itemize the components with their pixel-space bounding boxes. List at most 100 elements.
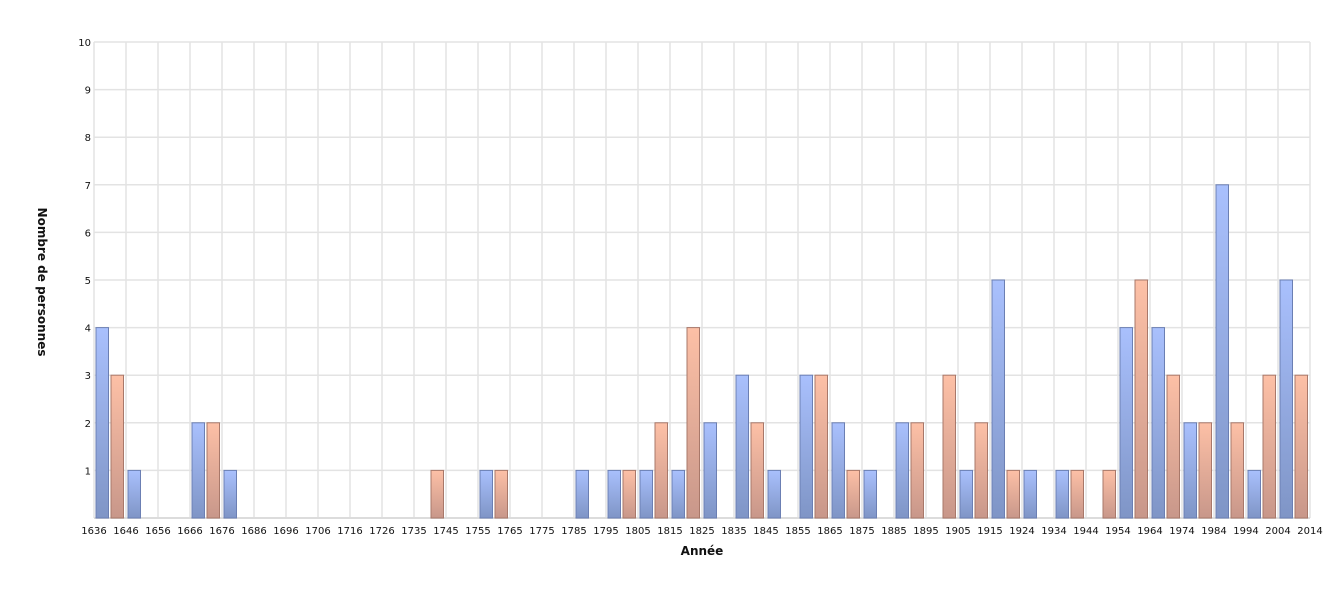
x-tick-label: 1895 xyxy=(913,526,938,537)
bar-series2-1805 xyxy=(654,422,668,519)
bar-series1-1915 xyxy=(991,279,1005,519)
bar-series1-1885 xyxy=(895,422,909,519)
x-tick-label: 1646 xyxy=(113,526,138,537)
x-tick-label: 1815 xyxy=(657,526,682,537)
x-tick-label: 1726 xyxy=(369,526,394,537)
bar-series1-1805 xyxy=(639,469,653,519)
bar-series1-1875 xyxy=(863,469,877,519)
y-tick-label: 9 xyxy=(85,86,91,97)
y-tick-label: 4 xyxy=(85,324,91,335)
bar-series2-1944 xyxy=(1102,469,1116,519)
bar-series1-1964 xyxy=(1151,327,1165,519)
x-tick-label: 1835 xyxy=(721,526,746,537)
bar-series1-1865 xyxy=(831,422,845,519)
bar-series2-1735 xyxy=(430,469,444,519)
bar-series1-1666 xyxy=(191,422,205,519)
bar-series2-1815 xyxy=(686,327,700,519)
x-tick-label: 1974 xyxy=(1169,526,1194,537)
bar-series2-1964 xyxy=(1166,374,1180,519)
x-tick-label: 1676 xyxy=(209,526,234,537)
bar-series1-1994 xyxy=(1247,469,1261,519)
bar-series1-1785 xyxy=(575,469,589,519)
x-tick-label: 1696 xyxy=(273,526,298,537)
y-axis-ticks: 1 2 3 4 5 6 7 8 9 10 xyxy=(78,38,91,477)
x-tick-label: 1775 xyxy=(529,526,554,537)
y-tick-label: 7 xyxy=(85,181,91,192)
x-tick-label: 1706 xyxy=(305,526,330,537)
x-tick-label: 1765 xyxy=(497,526,522,537)
bar-series2-1915 xyxy=(1006,469,1020,519)
bar-series1-1815 xyxy=(671,469,685,519)
y-axis-title: Nombre de personnes xyxy=(35,208,49,357)
bar-series2-1666 xyxy=(206,422,220,519)
y-tick-label: 10 xyxy=(78,38,91,49)
bar-series1-1924 xyxy=(1023,469,1037,519)
x-tick-label: 1845 xyxy=(753,526,778,537)
bar-series2-2004 xyxy=(1294,374,1308,519)
x-tick-label: 1785 xyxy=(561,526,586,537)
bar-series1-1636 xyxy=(95,327,109,519)
bar-series1-1954 xyxy=(1119,327,1133,519)
bar-series2-1865 xyxy=(846,469,860,519)
x-tick-label: 1745 xyxy=(433,526,458,537)
grid xyxy=(93,41,1311,519)
y-tick-label: 1 xyxy=(85,466,91,477)
x-tick-label: 1964 xyxy=(1137,526,1162,537)
bar-series2-1835 xyxy=(750,422,764,519)
x-tick-label: 1944 xyxy=(1073,526,1098,537)
bar-series1-1825 xyxy=(703,422,717,519)
x-axis-ticks: 1636 1646 1656 1666 1676 1686 1696 1706 1716 1726… xyxy=(81,526,1322,537)
bar-series2-1905 xyxy=(974,422,988,519)
bar-series2-1994 xyxy=(1262,374,1276,519)
x-axis-title: Année xyxy=(681,544,724,558)
bar-series1-1984 xyxy=(1215,184,1229,519)
bar-series2-1855 xyxy=(814,374,828,519)
x-tick-label: 1984 xyxy=(1201,526,1226,537)
y-tick-label: 8 xyxy=(85,133,91,144)
x-tick-label: 1735 xyxy=(401,526,426,537)
x-tick-label: 1885 xyxy=(881,526,906,537)
y-tick-label: 3 xyxy=(85,371,91,382)
bar-series1-1934 xyxy=(1055,469,1069,519)
bar-series2-1934 xyxy=(1070,469,1084,519)
x-tick-label: 1905 xyxy=(945,526,970,537)
x-tick-label: 1865 xyxy=(817,526,842,537)
x-tick-label: 1636 xyxy=(81,526,106,537)
y-tick-label: 6 xyxy=(85,228,91,239)
bars xyxy=(95,184,1308,519)
bar-series1-1845 xyxy=(767,469,781,519)
bar-series1-2004 xyxy=(1279,279,1293,519)
bar-series1-1646 xyxy=(127,469,141,519)
bar-series1-1974 xyxy=(1183,422,1197,519)
bar-series1-1795 xyxy=(607,469,621,519)
bar-series1-1676 xyxy=(223,469,237,519)
x-tick-label: 1994 xyxy=(1233,526,1258,537)
bar-series1-1835 xyxy=(735,374,749,519)
x-tick-label: 1716 xyxy=(337,526,362,537)
bar-series2-1984 xyxy=(1230,422,1244,519)
x-tick-label: 1924 xyxy=(1009,526,1034,537)
bar-series1-1855 xyxy=(799,374,813,519)
bar-series2-1755 xyxy=(494,469,508,519)
bar-series1-1755 xyxy=(479,469,493,519)
x-tick-label: 1855 xyxy=(785,526,810,537)
bar-series2-1974 xyxy=(1198,422,1212,519)
x-tick-label: 1915 xyxy=(977,526,1002,537)
x-tick-label: 1875 xyxy=(849,526,874,537)
x-tick-label: 1934 xyxy=(1041,526,1066,537)
x-tick-label: 1825 xyxy=(689,526,714,537)
x-tick-label: 1805 xyxy=(625,526,650,537)
bar-series2-1885 xyxy=(910,422,924,519)
y-tick-label: 2 xyxy=(85,419,91,430)
bar-series2-1636 xyxy=(110,374,124,519)
x-tick-label: 1795 xyxy=(593,526,618,537)
bar-series2-1795 xyxy=(622,469,636,519)
x-tick-label: 1656 xyxy=(145,526,170,537)
bar-series1-1905 xyxy=(959,469,973,519)
bar-series2-1954 xyxy=(1134,279,1148,519)
x-tick-label: 2014 xyxy=(1297,526,1322,537)
bar-series2-1895 xyxy=(942,374,956,519)
x-tick-label: 1686 xyxy=(241,526,266,537)
x-tick-label: 2004 xyxy=(1265,526,1290,537)
